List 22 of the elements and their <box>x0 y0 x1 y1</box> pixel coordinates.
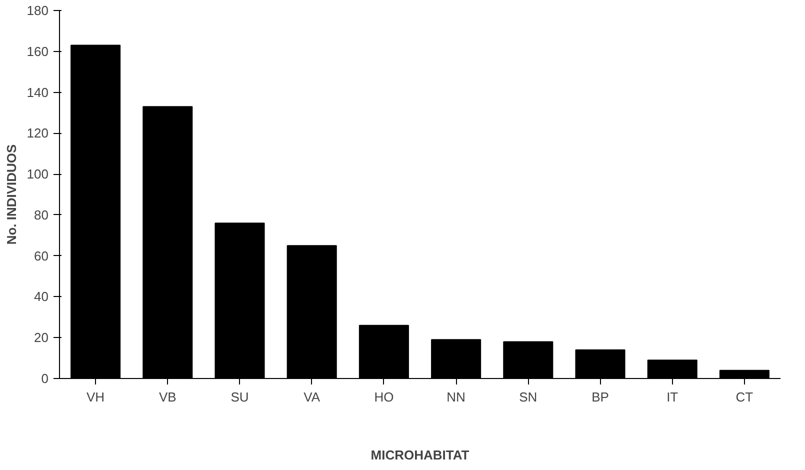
y-tick-label: 60 <box>34 248 49 264</box>
y-tick-label: 160 <box>26 44 49 59</box>
x-tick-label: VA <box>304 390 320 404</box>
x-tick-label: SN <box>519 390 538 404</box>
y-tick-label: 40 <box>34 289 49 304</box>
x-tick-label: HO <box>374 390 394 404</box>
y-tick-label: 140 <box>26 84 49 100</box>
x-tick-label: BP <box>592 390 609 404</box>
y-tick-label: 180 <box>26 3 49 18</box>
y-tick-label: 80 <box>34 207 49 222</box>
y-tick-label: 120 <box>26 126 49 141</box>
y-tick-label: 0 <box>41 371 49 386</box>
x-tick-label: SU <box>230 390 249 404</box>
x-axis-title: MICROHABITAT <box>370 448 470 462</box>
x-tick-label: IT <box>666 390 678 404</box>
y-tick-label: 100 <box>26 166 49 182</box>
y-axis-title: No. INDIVIDUOS <box>4 144 19 245</box>
x-tick-label: VH <box>86 390 105 404</box>
x-tick-label: NN <box>446 390 466 404</box>
y-tick-label: 20 <box>34 330 49 346</box>
x-tick-label: CT <box>736 390 754 404</box>
x-tick-label: VB <box>158 390 176 404</box>
